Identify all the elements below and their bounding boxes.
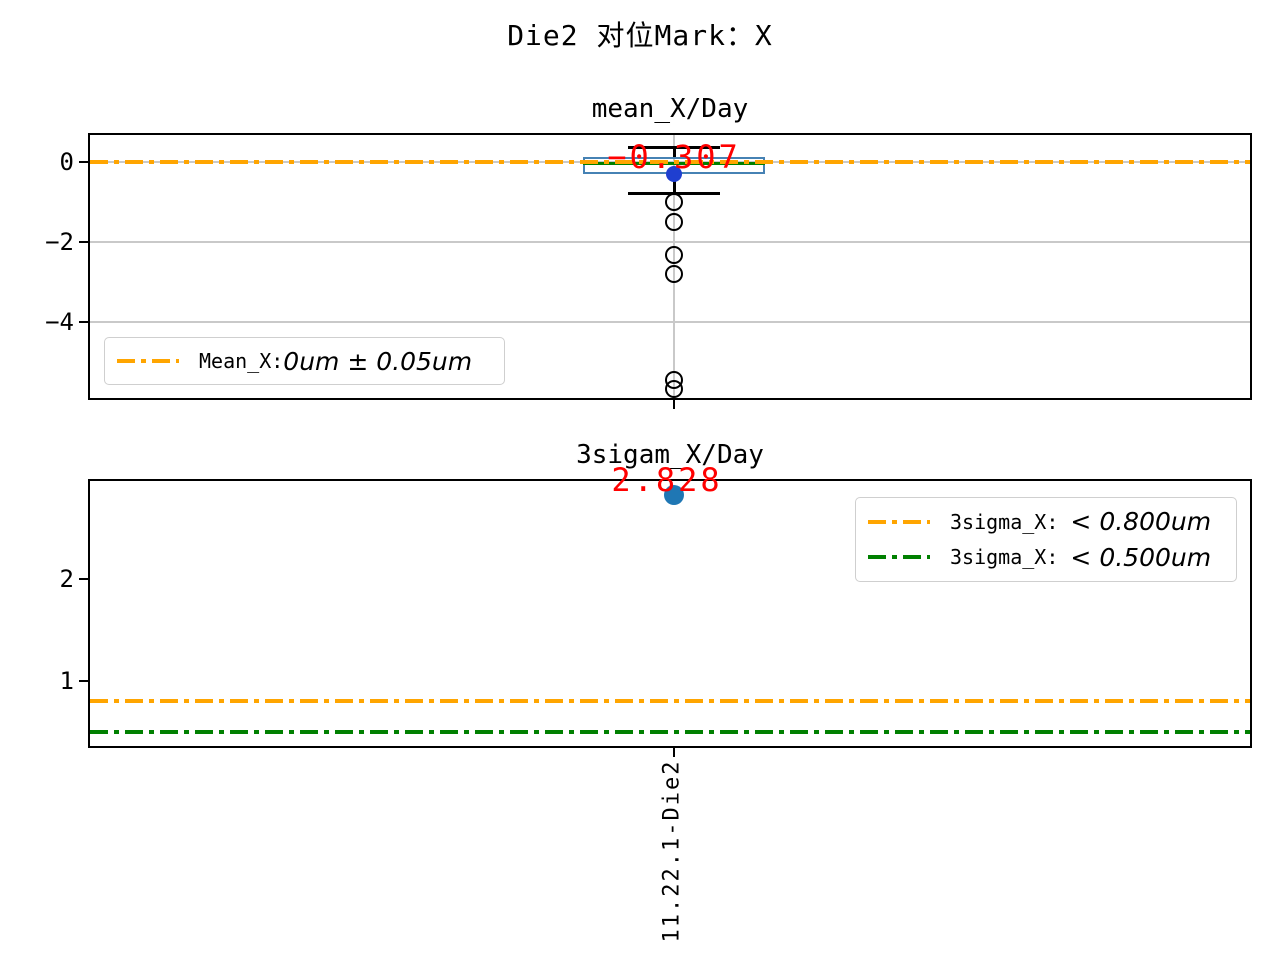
gridline-horizontal (90, 321, 1250, 323)
outlier-circle (665, 246, 683, 265)
annotation-mean-value: −0.307 (607, 138, 741, 177)
annotation-3sigma-value: 2.828 (611, 460, 723, 499)
axes-mean-x-title: mean_X/Day (591, 94, 749, 124)
limit-ref-line (90, 730, 1250, 734)
legend-label-math: 0um ± 0.05um (283, 346, 473, 376)
y-tick-mark (79, 321, 88, 323)
y-tick-mark (79, 241, 88, 243)
figure-title: Die2 对位Mark：X (507, 19, 773, 52)
whisker-lower (673, 174, 676, 193)
legend-3sigma-x: 3sigma_X: < 0.800um 3sigma_X: < 0.500um (855, 497, 1237, 582)
y-tick-label: 0 (59, 148, 74, 176)
whisker-cap-upper (628, 146, 720, 149)
legend-label-prefix: Mean_X: (199, 349, 284, 373)
x-tick-label: 11.22.1-Die2 (659, 759, 685, 943)
y-tick-label: 1 (59, 667, 74, 695)
y-tick-mark (79, 161, 88, 163)
y-tick-mark (79, 680, 88, 682)
outlier-circle (665, 380, 683, 399)
y-tick-label: 2 (59, 565, 74, 593)
limit-ref-line (90, 699, 1250, 704)
legend-sample-line (868, 555, 930, 560)
legend-label-prefix: 3sigma_X: (950, 509, 1071, 534)
outlier-circle (665, 193, 683, 211)
legend-label-math: < 0.800um (1070, 507, 1212, 537)
legend-entry: 3sigma_X: < 0.500um (868, 543, 1224, 572)
mean-marker (666, 166, 682, 183)
legend-label-math: < 0.500um (1070, 542, 1212, 572)
y-tick-label: −4 (45, 308, 74, 336)
y-tick-mark (79, 578, 88, 580)
whisker-upper (673, 147, 676, 157)
axes-3sigma-x: 3sigam_X/Day 2.828 2 1 3sigma_X: < 0.800um… (60, 440, 1252, 757)
x-tick-mark (673, 400, 675, 409)
plot-area-mean-x: −0.307 0 −2 −4 (45, 135, 1250, 409)
legend-entry: 3sigma_X: < 0.800um (868, 507, 1224, 536)
legend-label-prefix: 3sigma_X: (950, 545, 1071, 570)
legend-entry: Mean_X: 0um ± 0.05um (117, 347, 492, 376)
x-tick-mark (673, 748, 675, 757)
outlier-circle (665, 213, 683, 231)
plot-area-3sigma-x: 2.828 2 1 (60, 464, 1250, 757)
axes-3sigma-x-title: 3sigam_X/Day (576, 440, 764, 470)
mean-ref-line (90, 160, 1250, 164)
legend-mean-x: Mean_X: 0um ± 0.05um (104, 337, 505, 385)
axes-mean-x: mean_X/Day −0.307 0 −2 −4 Mean_X: 0um ± 0.05… (45, 94, 1252, 409)
legend-sample-line (117, 359, 179, 363)
y-tick-label: −2 (45, 228, 74, 256)
legend-sample-line (868, 519, 930, 524)
gridline-horizontal (90, 241, 1250, 243)
outlier-circle (665, 265, 683, 283)
data-point (664, 484, 684, 505)
